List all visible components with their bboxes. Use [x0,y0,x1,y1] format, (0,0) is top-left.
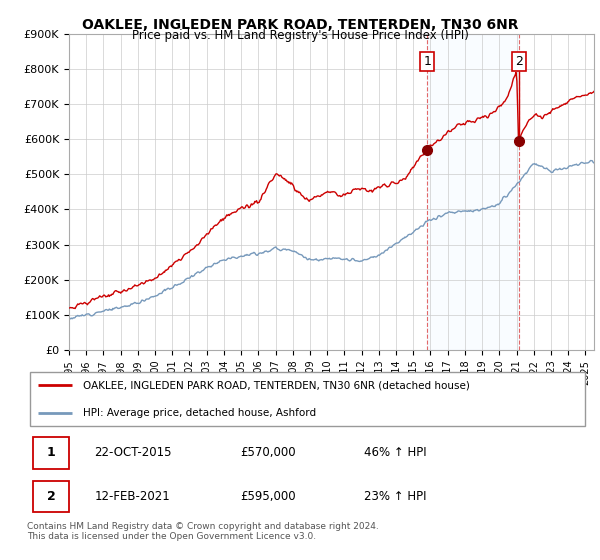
Bar [427,34,518,350]
Text: OAKLEE, INGLEDEN PARK ROAD, TENTERDEN, TN30 6NR: OAKLEE, INGLEDEN PARK ROAD, TENTERDEN, T… [82,18,518,32]
Text: 12-FEB-2021: 12-FEB-2021 [94,490,170,503]
Text: HPI: Average price, detached house, Ashford: HPI: Average price, detached house, Ashf… [83,408,316,418]
FancyBboxPatch shape [32,480,69,512]
Text: £595,000: £595,000 [240,490,296,503]
FancyBboxPatch shape [32,437,69,469]
Text: OAKLEE, INGLEDEN PARK ROAD, TENTERDEN, TN30 6NR (detached house): OAKLEE, INGLEDEN PARK ROAD, TENTERDEN, T… [83,380,470,390]
Text: 2: 2 [47,490,55,503]
Text: 1: 1 [47,446,55,459]
Text: 46% ↑ HPI: 46% ↑ HPI [364,446,426,459]
Text: 1: 1 [423,55,431,68]
Text: 22-OCT-2015: 22-OCT-2015 [94,446,172,459]
Text: Price paid vs. HM Land Registry's House Price Index (HPI): Price paid vs. HM Land Registry's House … [131,29,469,42]
FancyBboxPatch shape [30,372,585,426]
Text: 2: 2 [515,55,523,68]
Text: Contains HM Land Registry data © Crown copyright and database right 2024.
This d: Contains HM Land Registry data © Crown c… [27,522,379,542]
Text: 23% ↑ HPI: 23% ↑ HPI [364,490,426,503]
Text: £570,000: £570,000 [240,446,296,459]
